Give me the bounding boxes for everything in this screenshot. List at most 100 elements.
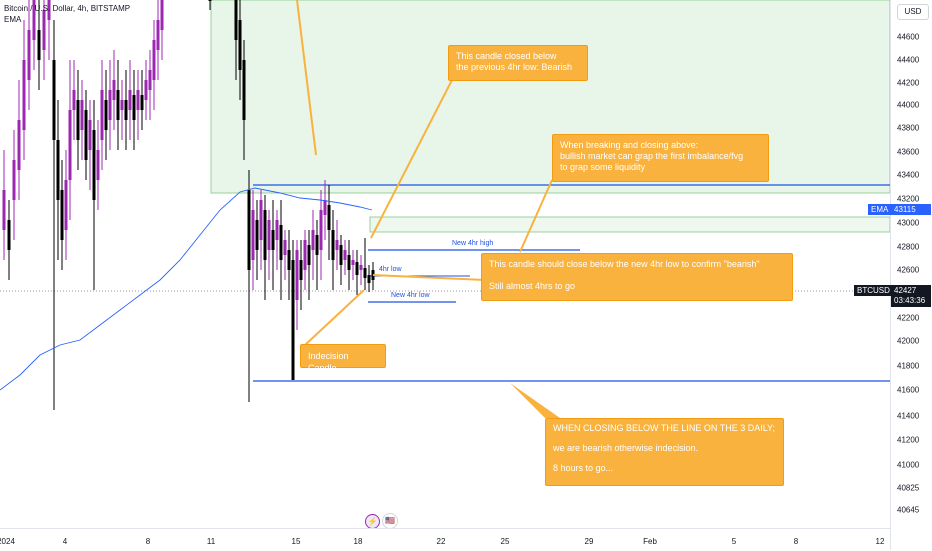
ema-price-tag: 43115 xyxy=(891,204,931,215)
time-axis[interactable]: 2024 4 8 11 15 18 22 25 29 Feb 5 8 12 xyxy=(0,528,890,551)
candle-body xyxy=(335,240,339,250)
candle-body xyxy=(307,245,311,265)
candle-body xyxy=(323,200,327,215)
price-chart[interactable] xyxy=(0,0,890,528)
candle-body xyxy=(124,100,128,120)
candle-body xyxy=(76,100,80,140)
candle-body xyxy=(47,0,51,20)
candle-body xyxy=(267,220,271,250)
price-tick-label: 44000 xyxy=(897,100,920,110)
candle-body xyxy=(351,260,355,265)
callout-line: 8 hours to go... xyxy=(553,463,614,473)
callout-line: This candle should close below the new 4… xyxy=(489,259,760,269)
candle-body xyxy=(355,262,359,275)
callout-bearish-close[interactable]: This candle closed below the previous 4h… xyxy=(448,45,588,81)
lightning-icon[interactable]: ⚡ xyxy=(365,514,380,528)
candle-body xyxy=(148,70,152,90)
ema-indicator-label[interactable]: EMA xyxy=(4,15,22,24)
new-4hr-low-label: New 4hr low xyxy=(391,292,430,299)
candle-body xyxy=(42,10,46,50)
new-4hr-high-label: New 4hr high xyxy=(452,240,494,247)
candle-body xyxy=(22,60,26,130)
time-tick-label: 8 xyxy=(793,537,799,546)
candle-body xyxy=(303,240,307,270)
time-tick-label: 25 xyxy=(500,537,510,546)
callout-line: WHEN CLOSING BELOW THE LINE ON THE 3 DAI… xyxy=(553,423,775,433)
callout-indecision-candle[interactable]: Indecision Candle xyxy=(300,344,386,373)
candle-body xyxy=(96,150,100,180)
candle-body xyxy=(136,90,140,110)
price-axis[interactable]: 44600 44400 44200 44000 43800 43600 43400 43200… xyxy=(890,0,932,550)
time-tick-label: Feb xyxy=(643,537,657,546)
price-tick-label: 43600 xyxy=(897,147,920,157)
candle-body xyxy=(263,210,267,260)
candle-body xyxy=(291,260,295,380)
candle-body xyxy=(116,90,120,120)
price-tick-label: 40825 xyxy=(897,483,920,493)
candle-body xyxy=(144,80,148,100)
symbol-title[interactable]: Bitcoin / U.S. Dollar, 4h, BITSTAMP xyxy=(4,4,131,13)
price-tick-label: 43800 xyxy=(897,123,920,133)
callout-line: the previous 4hr low: Bearish xyxy=(456,62,573,72)
callout-pointer xyxy=(296,0,317,156)
time-tick-label: 12 xyxy=(875,537,885,546)
candle-body xyxy=(247,190,251,270)
candle-body xyxy=(295,250,299,300)
candle-body xyxy=(339,245,343,265)
candles xyxy=(2,0,375,410)
price-tick-label: 42200 xyxy=(897,313,920,323)
time-tick-label: 22 xyxy=(436,537,446,546)
candle-body xyxy=(255,220,259,250)
candle-body xyxy=(152,40,156,80)
callout-confirm-bearish[interactable]: This candle should close below the new 4… xyxy=(481,253,793,301)
candle-body xyxy=(259,200,263,240)
candle-body xyxy=(327,205,331,230)
time-tick-label: 11 xyxy=(206,537,216,546)
price-tick-label: 44400 xyxy=(897,55,920,65)
flag-icon[interactable]: 🇺🇸 xyxy=(382,513,398,528)
candle-body xyxy=(88,120,92,150)
time-tick-label: 8 xyxy=(145,537,151,546)
callout-line: we are bearish otherwise indecision. xyxy=(553,443,699,453)
callout-line xyxy=(489,270,785,281)
candle-body xyxy=(251,210,255,260)
candle-body xyxy=(132,95,136,120)
currency-selector[interactable]: USD xyxy=(897,4,929,20)
candle-body xyxy=(271,230,275,250)
price-tick-label: 42800 xyxy=(897,242,920,252)
candle-body xyxy=(12,160,16,200)
price-tick-label: 40645 xyxy=(897,505,920,515)
price-tick-label: 41800 xyxy=(897,361,920,371)
time-tick-label: 4 xyxy=(62,537,68,546)
symbol-tag: BTCUSD xyxy=(854,285,893,296)
price-tick-label: 44200 xyxy=(897,78,920,88)
candle-body xyxy=(68,110,72,180)
callout-pointer xyxy=(304,289,365,346)
candle-body xyxy=(108,90,112,120)
candle-body xyxy=(279,225,283,260)
candle-body xyxy=(104,100,108,130)
candle-body xyxy=(32,0,36,40)
chart-area[interactable]: Bitcoin / U.S. Dollar, 4h, BITSTAMP EMA … xyxy=(0,0,890,528)
price-tick-label: 41200 xyxy=(897,435,920,445)
candle-body xyxy=(242,60,246,120)
time-tick-label: 5 xyxy=(731,537,737,546)
candle-body xyxy=(156,20,160,50)
callout-breaking-above[interactable]: When breaking and closing above: bullish… xyxy=(552,134,769,182)
candle-body xyxy=(52,60,56,140)
ema-value-tag: EMA xyxy=(868,204,892,215)
callout-line: bullish market can grap the first imbala… xyxy=(560,151,744,161)
chart-legend[interactable]: Bitcoin / U.S. Dollar, 4h, BITSTAMP EMA xyxy=(4,3,130,25)
price-tick-label: 41600 xyxy=(897,385,920,395)
last-price-value: 42427 xyxy=(894,286,917,295)
candle-body xyxy=(363,268,367,278)
candle-body xyxy=(112,80,116,100)
candle-body xyxy=(359,265,363,270)
candle-body xyxy=(120,100,124,110)
candle-body xyxy=(299,260,303,280)
candle-body xyxy=(64,180,68,230)
candle-body xyxy=(347,255,351,270)
callout-daily-close[interactable]: WHEN CLOSING BELOW THE LINE ON THE 3 DAI… xyxy=(545,418,784,486)
candle-body xyxy=(367,275,371,283)
price-tick-label: 42000 xyxy=(897,336,920,346)
